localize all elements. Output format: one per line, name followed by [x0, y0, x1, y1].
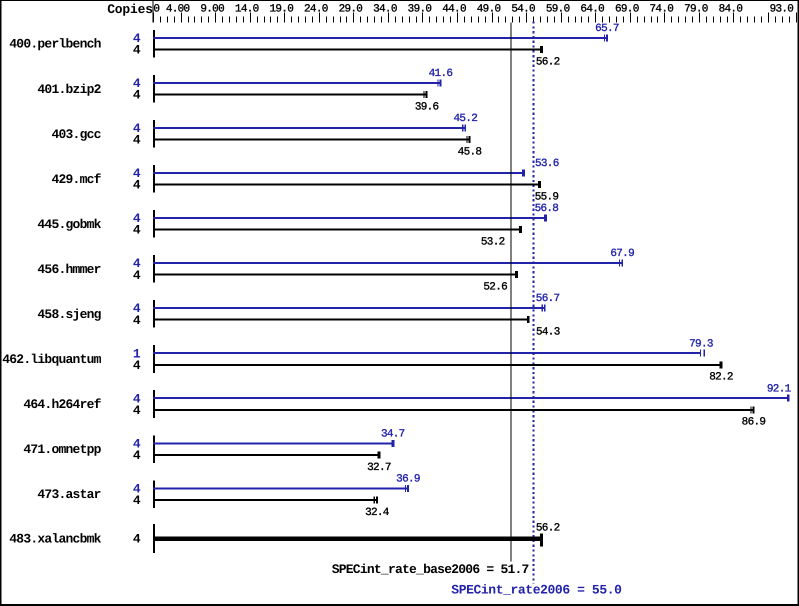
svg-text:4: 4	[133, 121, 141, 136]
svg-text:4: 4	[133, 532, 141, 547]
svg-text:4: 4	[133, 358, 141, 373]
svg-text:0: 0	[153, 3, 159, 15]
svg-text:53.2: 53.2	[481, 237, 505, 249]
svg-text:464.h264ref: 464.h264ref	[23, 397, 101, 412]
svg-text:86.9: 86.9	[742, 417, 766, 429]
svg-text:473.astar: 473.astar	[37, 487, 100, 502]
svg-text:458.sjeng: 458.sjeng	[37, 307, 101, 322]
svg-text:4: 4	[133, 268, 141, 283]
svg-text:456.hmmer: 456.hmmer	[37, 262, 100, 277]
svg-text:93.0: 93.0	[770, 3, 794, 15]
svg-text:53.6: 53.6	[535, 158, 559, 170]
svg-text:483.xalancbmk: 483.xalancbmk	[9, 532, 101, 547]
svg-text:400.perlbench: 400.perlbench	[9, 37, 101, 52]
svg-text:403.gcc: 403.gcc	[51, 127, 101, 142]
svg-text:4: 4	[133, 88, 141, 103]
svg-text:4: 4	[133, 391, 141, 406]
svg-text:462.libquantum: 462.libquantum	[2, 352, 101, 367]
svg-text:84.0: 84.0	[719, 3, 743, 15]
svg-text:401.bzip2: 401.bzip2	[37, 82, 101, 97]
svg-text:55.9: 55.9	[535, 191, 559, 203]
svg-text:74.0: 74.0	[650, 3, 674, 15]
svg-text:4: 4	[133, 481, 141, 496]
svg-text:471.omnetpp: 471.omnetpp	[23, 442, 101, 457]
svg-text:56.2: 56.2	[536, 56, 560, 68]
svg-text:4: 4	[133, 211, 141, 226]
svg-text:56.8: 56.8	[535, 203, 559, 215]
svg-text:4: 4	[133, 493, 141, 508]
svg-text:4: 4	[133, 31, 141, 46]
svg-text:4: 4	[133, 256, 141, 271]
svg-text:45.2: 45.2	[454, 113, 478, 125]
svg-text:36.9: 36.9	[396, 473, 420, 485]
svg-text:32.7: 32.7	[367, 462, 391, 474]
svg-text:4: 4	[133, 178, 141, 193]
svg-text:44.0: 44.0	[442, 3, 466, 15]
svg-text:92.1: 92.1	[767, 383, 792, 395]
svg-text:9.00: 9.00	[200, 3, 224, 15]
svg-text:SPECint_rate_base2006 = 51.7: SPECint_rate_base2006 = 51.7	[332, 562, 529, 577]
svg-text:54.0: 54.0	[511, 3, 535, 15]
svg-text:56.7: 56.7	[536, 293, 560, 305]
svg-text:79.0: 79.0	[684, 3, 708, 15]
svg-text:64.0: 64.0	[580, 3, 604, 15]
svg-text:52.6: 52.6	[483, 282, 507, 294]
svg-text:56.2: 56.2	[536, 523, 560, 535]
svg-text:24.0: 24.0	[304, 3, 328, 15]
svg-text:29.0: 29.0	[339, 3, 363, 15]
svg-text:429.mcf: 429.mcf	[51, 172, 101, 187]
svg-text:4: 4	[133, 43, 141, 58]
svg-text:19.0: 19.0	[269, 3, 293, 15]
svg-text:4: 4	[133, 313, 141, 328]
svg-text:79.3: 79.3	[689, 338, 713, 350]
svg-text:4: 4	[133, 166, 141, 181]
svg-text:34.7: 34.7	[381, 428, 405, 440]
svg-text:4: 4	[133, 133, 141, 148]
svg-text:41.6: 41.6	[429, 68, 453, 80]
svg-text:54.3: 54.3	[536, 327, 560, 339]
svg-text:49.0: 49.0	[477, 3, 501, 15]
svg-text:SPECint_rate2006 = 55.0: SPECint_rate2006 = 55.0	[451, 583, 622, 598]
svg-text:4: 4	[133, 301, 141, 316]
svg-text:65.7: 65.7	[595, 23, 619, 35]
svg-text:4: 4	[133, 223, 141, 238]
svg-text:69.0: 69.0	[615, 3, 639, 15]
svg-text:34.0: 34.0	[373, 3, 397, 15]
svg-text:4: 4	[133, 436, 141, 451]
svg-text:82.2: 82.2	[709, 372, 733, 384]
svg-text:59.0: 59.0	[546, 3, 570, 15]
svg-text:39.0: 39.0	[408, 3, 432, 15]
svg-text:Copies: Copies	[107, 2, 153, 17]
svg-text:4: 4	[133, 76, 141, 91]
svg-text:4: 4	[133, 448, 141, 463]
svg-text:39.6: 39.6	[415, 101, 439, 113]
svg-text:4: 4	[133, 403, 141, 418]
svg-text:14.0: 14.0	[235, 3, 259, 15]
svg-text:1: 1	[133, 346, 141, 361]
svg-text:32.4: 32.4	[365, 507, 390, 519]
svg-text:4.00: 4.00	[166, 3, 190, 15]
svg-text:45.8: 45.8	[458, 146, 482, 158]
svg-text:67.9: 67.9	[610, 248, 634, 260]
svg-text:445.gobmk: 445.gobmk	[37, 217, 101, 232]
